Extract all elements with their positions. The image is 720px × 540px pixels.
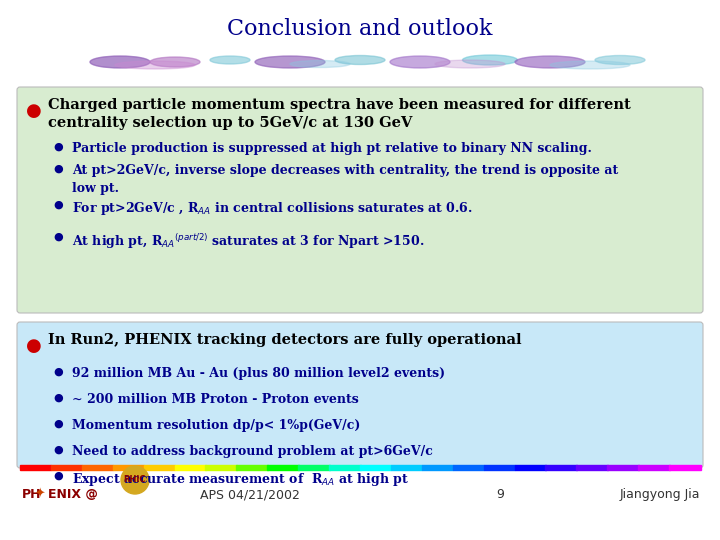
- Text: RHIC: RHIC: [124, 476, 146, 484]
- Ellipse shape: [462, 55, 518, 65]
- Text: 92 million MB Au - Au (plus 80 million level2 events): 92 million MB Au - Au (plus 80 million l…: [72, 367, 445, 380]
- Text: ●: ●: [53, 471, 63, 481]
- Text: ●: ●: [53, 232, 63, 242]
- Text: low pt.: low pt.: [72, 182, 119, 195]
- Bar: [577, 465, 608, 470]
- Bar: [329, 465, 361, 470]
- Ellipse shape: [255, 56, 325, 68]
- Bar: [607, 465, 639, 470]
- Text: Conclusion and outlook: Conclusion and outlook: [228, 18, 492, 40]
- Circle shape: [121, 466, 149, 494]
- Bar: [51, 465, 82, 470]
- Text: ✦: ✦: [35, 488, 45, 501]
- Bar: [236, 465, 268, 470]
- Ellipse shape: [390, 56, 450, 68]
- Ellipse shape: [515, 56, 585, 68]
- Text: PH: PH: [22, 488, 42, 501]
- Ellipse shape: [210, 56, 250, 64]
- Text: At high pt, R$_{AA}$$^{(part/2)}$ saturates at 3 for Npart >150.: At high pt, R$_{AA}$$^{(part/2)}$ satura…: [72, 232, 424, 251]
- Bar: [484, 465, 515, 470]
- Text: For pt>2GeV/c , R$_{AA}$ in central collisions saturates at 0.6.: For pt>2GeV/c , R$_{AA}$ in central coll…: [72, 200, 473, 217]
- Ellipse shape: [150, 57, 200, 67]
- Text: Momentum resolution dp/p< 1%p(GeV/c): Momentum resolution dp/p< 1%p(GeV/c): [72, 419, 361, 432]
- Text: ENIX @: ENIX @: [48, 488, 98, 501]
- Text: ●: ●: [26, 337, 42, 355]
- Text: APS 04/21/2002: APS 04/21/2002: [200, 488, 300, 501]
- Text: 9: 9: [496, 488, 504, 501]
- Ellipse shape: [550, 61, 630, 69]
- Bar: [422, 465, 453, 470]
- Text: ●: ●: [53, 164, 63, 174]
- Text: Particle production is suppressed at high pt relative to binary NN scaling.: Particle production is suppressed at hig…: [72, 142, 592, 155]
- Bar: [143, 465, 175, 470]
- FancyBboxPatch shape: [17, 322, 703, 468]
- Ellipse shape: [595, 56, 645, 64]
- Text: Need to address background problem at pt>6GeV/c: Need to address background problem at pt…: [72, 445, 433, 458]
- Bar: [453, 465, 484, 470]
- Text: At pt>2GeV/c, inverse slope decreases with centrality, the trend is opposite at: At pt>2GeV/c, inverse slope decreases wi…: [72, 164, 618, 177]
- Text: Jiangyong Jia: Jiangyong Jia: [619, 488, 700, 501]
- Bar: [638, 465, 670, 470]
- Bar: [82, 465, 113, 470]
- Bar: [391, 465, 423, 470]
- Bar: [669, 465, 701, 470]
- Text: Charged particle momentum spectra have been measured for different: Charged particle momentum spectra have b…: [48, 98, 631, 112]
- Bar: [515, 465, 546, 470]
- Bar: [546, 465, 577, 470]
- Text: ●: ●: [53, 445, 63, 455]
- Text: In Run2, PHENIX tracking detectors are fully operational: In Run2, PHENIX tracking detectors are f…: [48, 333, 521, 347]
- Text: ●: ●: [26, 102, 42, 120]
- Ellipse shape: [435, 60, 505, 68]
- Bar: [20, 465, 51, 470]
- Text: ●: ●: [53, 367, 63, 377]
- Ellipse shape: [335, 56, 385, 64]
- Bar: [205, 465, 237, 470]
- Bar: [267, 465, 299, 470]
- Bar: [113, 465, 144, 470]
- Text: centrality selection up to 5GeV/c at 130 GeV: centrality selection up to 5GeV/c at 130…: [48, 116, 413, 130]
- Text: ●: ●: [53, 419, 63, 429]
- Bar: [360, 465, 392, 470]
- Text: ●: ●: [53, 200, 63, 210]
- Bar: [298, 465, 330, 470]
- Text: Expect accurate measurement of  R$_{AA}$ at high pt: Expect accurate measurement of R$_{AA}$ …: [72, 471, 409, 488]
- FancyBboxPatch shape: [17, 87, 703, 313]
- Text: ●: ●: [53, 142, 63, 152]
- Ellipse shape: [115, 61, 195, 69]
- Text: ~ 200 million MB Proton - Proton events: ~ 200 million MB Proton - Proton events: [72, 393, 359, 406]
- Bar: [174, 465, 206, 470]
- Ellipse shape: [90, 56, 150, 68]
- Ellipse shape: [290, 60, 350, 68]
- Text: ●: ●: [53, 393, 63, 403]
